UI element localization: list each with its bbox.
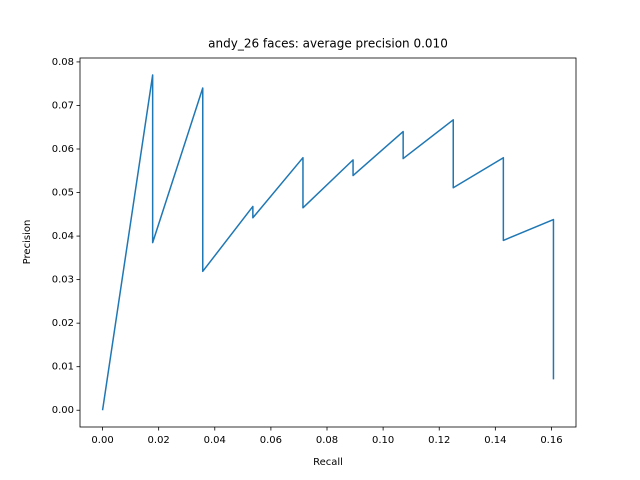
- y-tick-label: 0.04: [52, 231, 74, 242]
- chart-title: andy_26 faces: average precision 0.010: [208, 37, 448, 51]
- x-tick-label: 0.00: [91, 435, 113, 446]
- y-tick-label: 0.02: [52, 318, 74, 329]
- x-tick-label: 0.10: [372, 435, 394, 446]
- y-tick-label: 0.07: [52, 100, 74, 111]
- y-tick-label: 0.05: [52, 188, 74, 199]
- x-tick-label: 0.16: [540, 435, 562, 446]
- x-tick-label: 0.02: [148, 435, 170, 446]
- x-tick-label: 0.14: [484, 435, 506, 446]
- x-tick-label: 0.12: [428, 435, 450, 446]
- plot-frame: [79, 57, 577, 428]
- x-tick-label: 0.08: [316, 435, 338, 446]
- x-tick-label: 0.06: [260, 435, 282, 446]
- y-tick-label: 0.03: [52, 275, 74, 286]
- x-tick-label: 0.04: [204, 435, 226, 446]
- y-tick-label: 0.00: [52, 405, 74, 416]
- y-tick-label: 0.06: [52, 144, 74, 155]
- y-tick-label: 0.08: [52, 57, 74, 68]
- x-axis-label: Recall: [313, 457, 343, 468]
- y-axis-label: Precision: [22, 220, 33, 265]
- y-tick-label: 0.01: [52, 362, 74, 373]
- line: [101, 74, 555, 411]
